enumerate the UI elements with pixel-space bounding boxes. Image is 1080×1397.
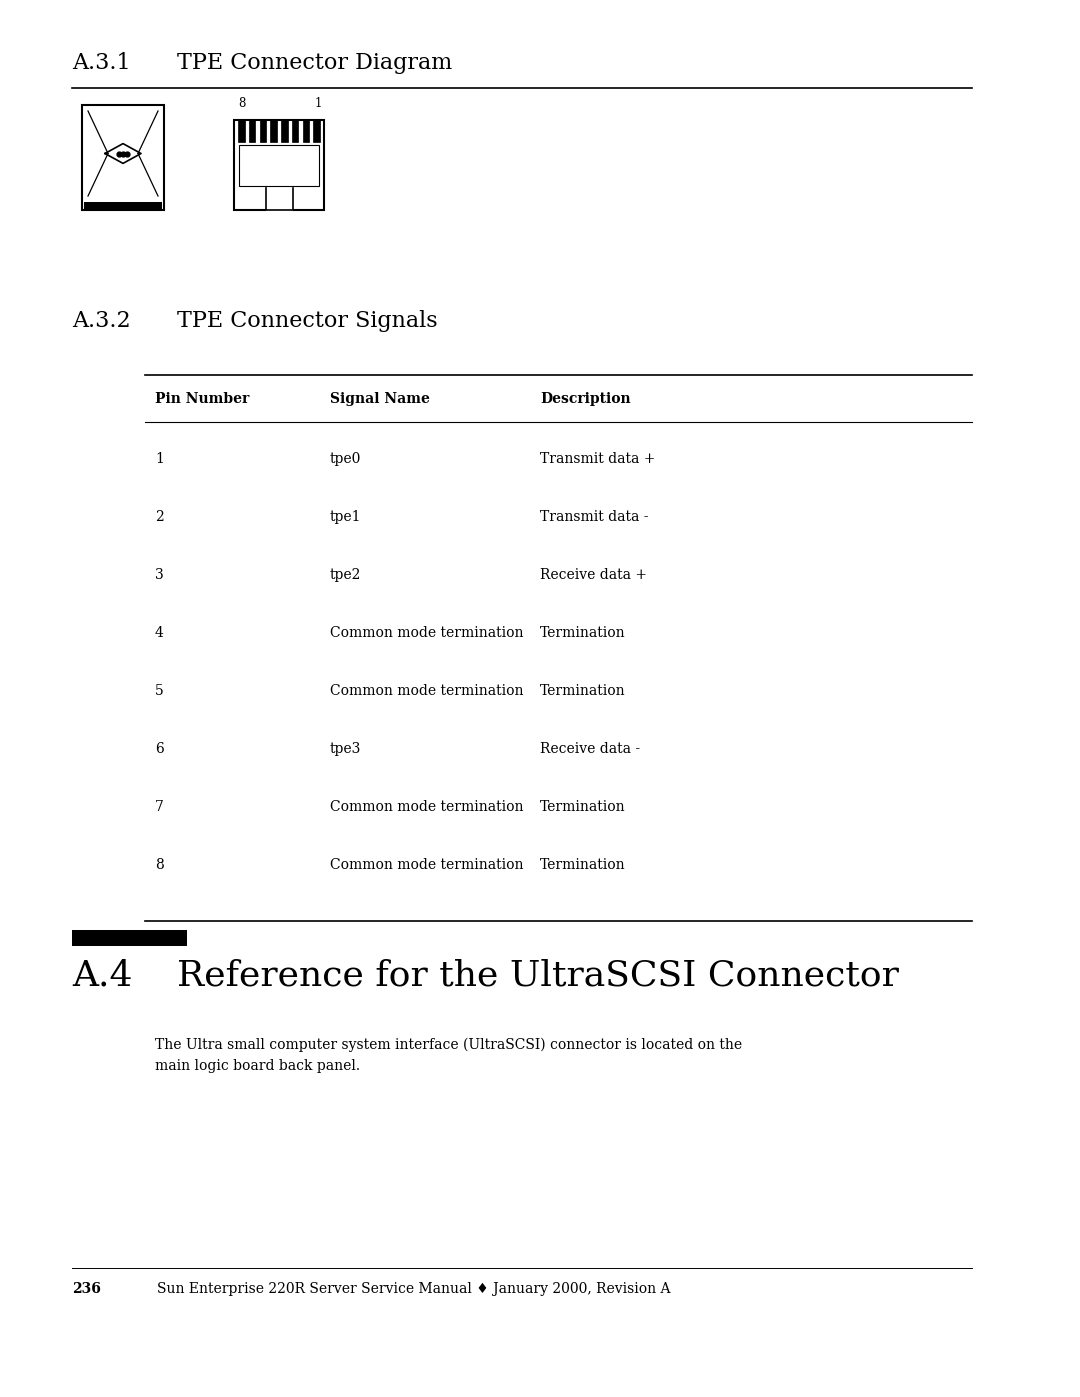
Bar (259, 120, 266, 142)
Text: Transmit data +: Transmit data + (540, 453, 656, 467)
Bar (84, 203, 162, 210)
Bar (313, 120, 320, 142)
Text: Receive data +: Receive data + (540, 569, 647, 583)
Text: 236: 236 (72, 1282, 100, 1296)
Text: Reference for the UltraSCSI Connector: Reference for the UltraSCSI Connector (177, 958, 899, 992)
Bar (82, 105, 164, 210)
Text: Sun Enterprise 220R Server Service Manual ♦ January 2000, Revision A: Sun Enterprise 220R Server Service Manua… (157, 1282, 671, 1296)
Bar (234, 120, 324, 210)
Text: tpe1: tpe1 (330, 510, 362, 524)
Text: 8: 8 (239, 96, 245, 110)
Bar (292, 120, 298, 142)
Text: TPE Connector Diagram: TPE Connector Diagram (177, 52, 453, 74)
Bar (72, 930, 187, 946)
Text: Transmit data -: Transmit data - (540, 510, 648, 524)
Text: TPE Connector Signals: TPE Connector Signals (177, 310, 437, 332)
Bar (270, 120, 276, 142)
Text: Termination: Termination (540, 800, 625, 814)
Text: Common mode termination: Common mode termination (330, 800, 524, 814)
Text: Description: Description (540, 393, 631, 407)
Text: The Ultra small computer system interface (UltraSCSI) connector is located on th: The Ultra small computer system interfac… (156, 1038, 742, 1073)
Bar (239, 144, 319, 186)
Text: A.3.1: A.3.1 (72, 52, 131, 74)
Bar (266, 189, 293, 212)
Text: 1: 1 (314, 96, 322, 110)
Text: 4: 4 (156, 626, 164, 640)
Bar (281, 120, 287, 142)
Text: A.3.2: A.3.2 (72, 310, 131, 332)
Text: tpe3: tpe3 (330, 742, 362, 756)
Text: 8: 8 (156, 858, 164, 872)
Bar (302, 120, 309, 142)
Text: Signal Name: Signal Name (330, 393, 430, 407)
Text: 5: 5 (156, 685, 164, 698)
Text: tpe0: tpe0 (330, 453, 362, 467)
Bar (238, 120, 245, 142)
Text: Common mode termination: Common mode termination (330, 858, 524, 872)
Text: 1: 1 (156, 453, 164, 467)
Text: A.4: A.4 (72, 958, 133, 992)
Text: 6: 6 (156, 742, 164, 756)
Text: 2: 2 (156, 510, 164, 524)
Text: Termination: Termination (540, 685, 625, 698)
Text: tpe2: tpe2 (330, 569, 362, 583)
Text: Common mode termination: Common mode termination (330, 626, 524, 640)
Bar (248, 120, 256, 142)
Text: 7: 7 (156, 800, 164, 814)
Text: Pin Number: Pin Number (156, 393, 249, 407)
Text: Termination: Termination (540, 858, 625, 872)
Text: Common mode termination: Common mode termination (330, 685, 524, 698)
Text: Receive data -: Receive data - (540, 742, 640, 756)
Text: Termination: Termination (540, 626, 625, 640)
Text: 3: 3 (156, 569, 164, 583)
